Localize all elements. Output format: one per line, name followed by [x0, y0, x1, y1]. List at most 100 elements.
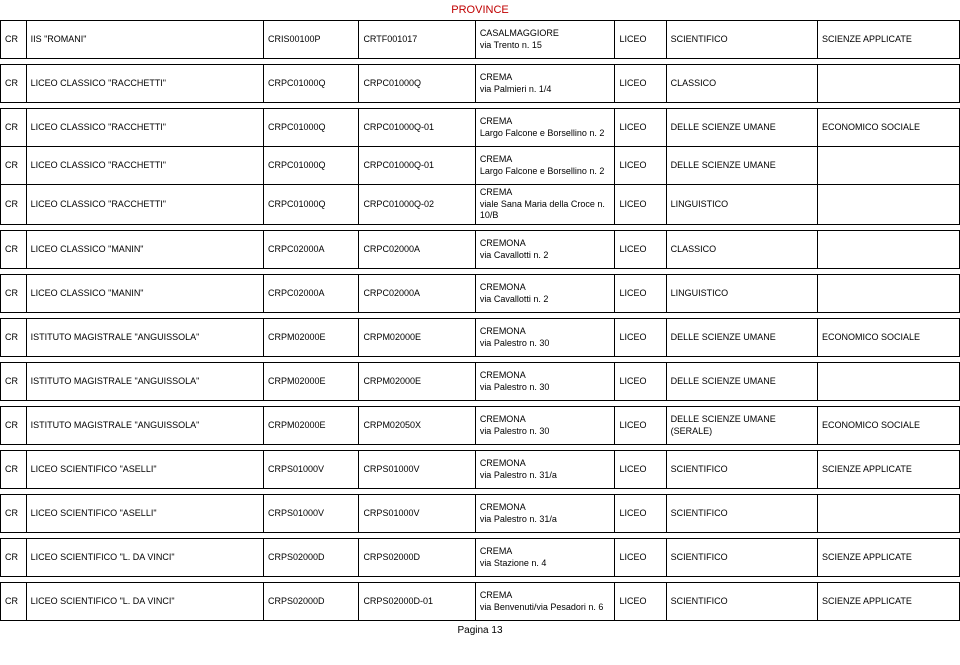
cell-code2: CRPC01000Q-02 — [359, 185, 475, 225]
cell-articolazione: SCIENZE APPLICATE — [817, 21, 959, 59]
cell-liceo: LICEO — [615, 21, 666, 59]
table-row: CRLICEO SCIENTIFICO "L. DA VINCI"CRPS020… — [1, 583, 960, 621]
cell-province: CR — [1, 451, 27, 489]
cell-articolazione: ECONOMICO SOCIALE — [817, 109, 959, 147]
cell-indirizzo: SCIENTIFICO — [666, 495, 817, 533]
cell-code1: CRPM02000E — [264, 319, 359, 357]
cell-indirizzo: CLASSICO — [666, 65, 817, 103]
cell-code2: CRPS02000D — [359, 539, 475, 577]
cell-articolazione — [817, 147, 959, 185]
table-row: CRLICEO CLASSICO "RACCHETTI"CRPC01000QCR… — [1, 185, 960, 225]
cell-province: CR — [1, 21, 27, 59]
cell-liceo: LICEO — [615, 583, 666, 621]
cell-address: CASALMAGGIOREvia Trento n. 15 — [475, 21, 615, 59]
cell-province: CR — [1, 231, 27, 269]
cell-indirizzo: SCIENTIFICO — [666, 583, 817, 621]
table-row: CRISTITUTO MAGISTRALE "ANGUISSOLA"CRPM02… — [1, 407, 960, 445]
cell-code1: CRPC01000Q — [264, 109, 359, 147]
cell-liceo: LICEO — [615, 65, 666, 103]
cell-code2: CRPC01000Q — [359, 65, 475, 103]
cell-code2: CRPC02000A — [359, 231, 475, 269]
table-row: CRLICEO CLASSICO "RACCHETTI"CRPC01000QCR… — [1, 109, 960, 147]
cell-address: CREMALargo Falcone e Borsellino n. 2 — [475, 147, 615, 185]
cell-address: CREMONAvia Palestro n. 30 — [475, 363, 615, 401]
cell-liceo: LICEO — [615, 231, 666, 269]
table-row: CRIIS "ROMANI"CRIS00100PCRTF001017CASALM… — [1, 21, 960, 59]
cell-indirizzo: LINGUISTICO — [666, 275, 817, 313]
cell-indirizzo: DELLE SCIENZE UMANE — [666, 363, 817, 401]
cell-province: CR — [1, 185, 27, 225]
cell-code1: CRPC01000Q — [264, 185, 359, 225]
page-footer: Pagina 13 — [0, 621, 960, 640]
schools-table: CRIIS "ROMANI"CRIS00100PCRTF001017CASALM… — [0, 20, 960, 621]
cell-address: CREMAvia Stazione n. 4 — [475, 539, 615, 577]
table-row: CRLICEO SCIENTIFICO "ASELLI"CRPS01000V CR… — [1, 495, 960, 533]
cell-school: LICEO CLASSICO "MANIN" — [26, 275, 263, 313]
cell-indirizzo: DELLE SCIENZE UMANE (SERALE) — [666, 407, 817, 445]
cell-liceo: LICEO — [615, 109, 666, 147]
cell-address: CREMALargo Falcone e Borsellino n. 2 — [475, 109, 615, 147]
cell-articolazione: SCIENZE APPLICATE — [817, 451, 959, 489]
cell-code1: CRPS01000V — [264, 451, 359, 489]
cell-articolazione: ECONOMICO SOCIALE — [817, 407, 959, 445]
cell-code1: CRPC01000Q — [264, 147, 359, 185]
cell-address: CREMONAvia Cavallotti n. 2 — [475, 231, 615, 269]
cell-indirizzo: SCIENTIFICO — [666, 451, 817, 489]
cell-code2: CRPS01000V — [359, 451, 475, 489]
cell-code2: CRPC02000A — [359, 275, 475, 313]
cell-code1: CRPC02000A — [264, 231, 359, 269]
cell-code1: CRPC02000A — [264, 275, 359, 313]
cell-code1: CRPS01000V — [264, 495, 359, 533]
cell-address: CREMAviale Sana Maria della Croce n. 10/… — [475, 185, 615, 225]
cell-province: CR — [1, 495, 27, 533]
cell-school: LICEO SCIENTIFICO "ASELLI" — [26, 495, 263, 533]
table-row: CRLICEO SCIENTIFICO "L. DA VINCI"CRPS020… — [1, 539, 960, 577]
cell-liceo: LICEO — [615, 319, 666, 357]
table-row: CRISTITUTO MAGISTRALE "ANGUISSOLA"CRPM02… — [1, 363, 960, 401]
cell-address: CREMONAvia Palestro n. 31/a — [475, 495, 615, 533]
cell-address: CREMONAvia Cavallotti n. 2 — [475, 275, 615, 313]
cell-address: CREMAvia Benvenuti/via Pesadori n. 6 — [475, 583, 615, 621]
table-row: CRLICEO CLASSICO "MANIN"CRPC02000ACRPC02… — [1, 231, 960, 269]
cell-province: CR — [1, 147, 27, 185]
cell-province: CR — [1, 583, 27, 621]
cell-code2: CRTF001017 — [359, 21, 475, 59]
table-row: CRISTITUTO MAGISTRALE "ANGUISSOLA"CRPM02… — [1, 319, 960, 357]
cell-province: CR — [1, 539, 27, 577]
cell-province: CR — [1, 65, 27, 103]
cell-address: CREMAvia Palmieri n. 1/4 — [475, 65, 615, 103]
cell-province: CR — [1, 363, 27, 401]
cell-indirizzo: SCIENTIFICO — [666, 539, 817, 577]
cell-province: CR — [1, 109, 27, 147]
cell-articolazione — [817, 275, 959, 313]
cell-liceo: LICEO — [615, 363, 666, 401]
table-row: CRLICEO CLASSICO "MANIN"CRPC02000ACRPC02… — [1, 275, 960, 313]
cell-code2: CRPM02000E — [359, 363, 475, 401]
cell-liceo: LICEO — [615, 539, 666, 577]
cell-code2: CRPS02000D-01 — [359, 583, 475, 621]
cell-code1: CRPC01000Q — [264, 65, 359, 103]
cell-code1: CRPM02000E — [264, 407, 359, 445]
cell-liceo: LICEO — [615, 185, 666, 225]
cell-code2: CRPM02050X — [359, 407, 475, 445]
cell-address: CREMONAvia Palestro n. 31/a — [475, 451, 615, 489]
cell-articolazione — [817, 495, 959, 533]
cell-school: LICEO CLASSICO "RACCHETTI" — [26, 65, 263, 103]
cell-code1: CRPM02000E — [264, 363, 359, 401]
cell-address: CREMONAvia Palestro n. 30 — [475, 319, 615, 357]
cell-school: ISTITUTO MAGISTRALE "ANGUISSOLA" — [26, 363, 263, 401]
table-row: CRLICEO CLASSICO "RACCHETTI"CRPC01000QCR… — [1, 147, 960, 185]
cell-province: CR — [1, 275, 27, 313]
cell-indirizzo: DELLE SCIENZE UMANE — [666, 147, 817, 185]
cell-school: ISTITUTO MAGISTRALE "ANGUISSOLA" — [26, 319, 263, 357]
cell-articolazione — [817, 231, 959, 269]
cell-articolazione — [817, 65, 959, 103]
cell-school: IIS "ROMANI" — [26, 21, 263, 59]
cell-code1: CRPS02000D — [264, 583, 359, 621]
cell-articolazione — [817, 185, 959, 225]
cell-school: LICEO SCIENTIFICO "ASELLI" — [26, 451, 263, 489]
cell-liceo: LICEO — [615, 275, 666, 313]
page-title: PROVINCE — [0, 0, 960, 20]
cell-indirizzo: SCIENTIFICO — [666, 21, 817, 59]
cell-school: LICEO CLASSICO "MANIN" — [26, 231, 263, 269]
